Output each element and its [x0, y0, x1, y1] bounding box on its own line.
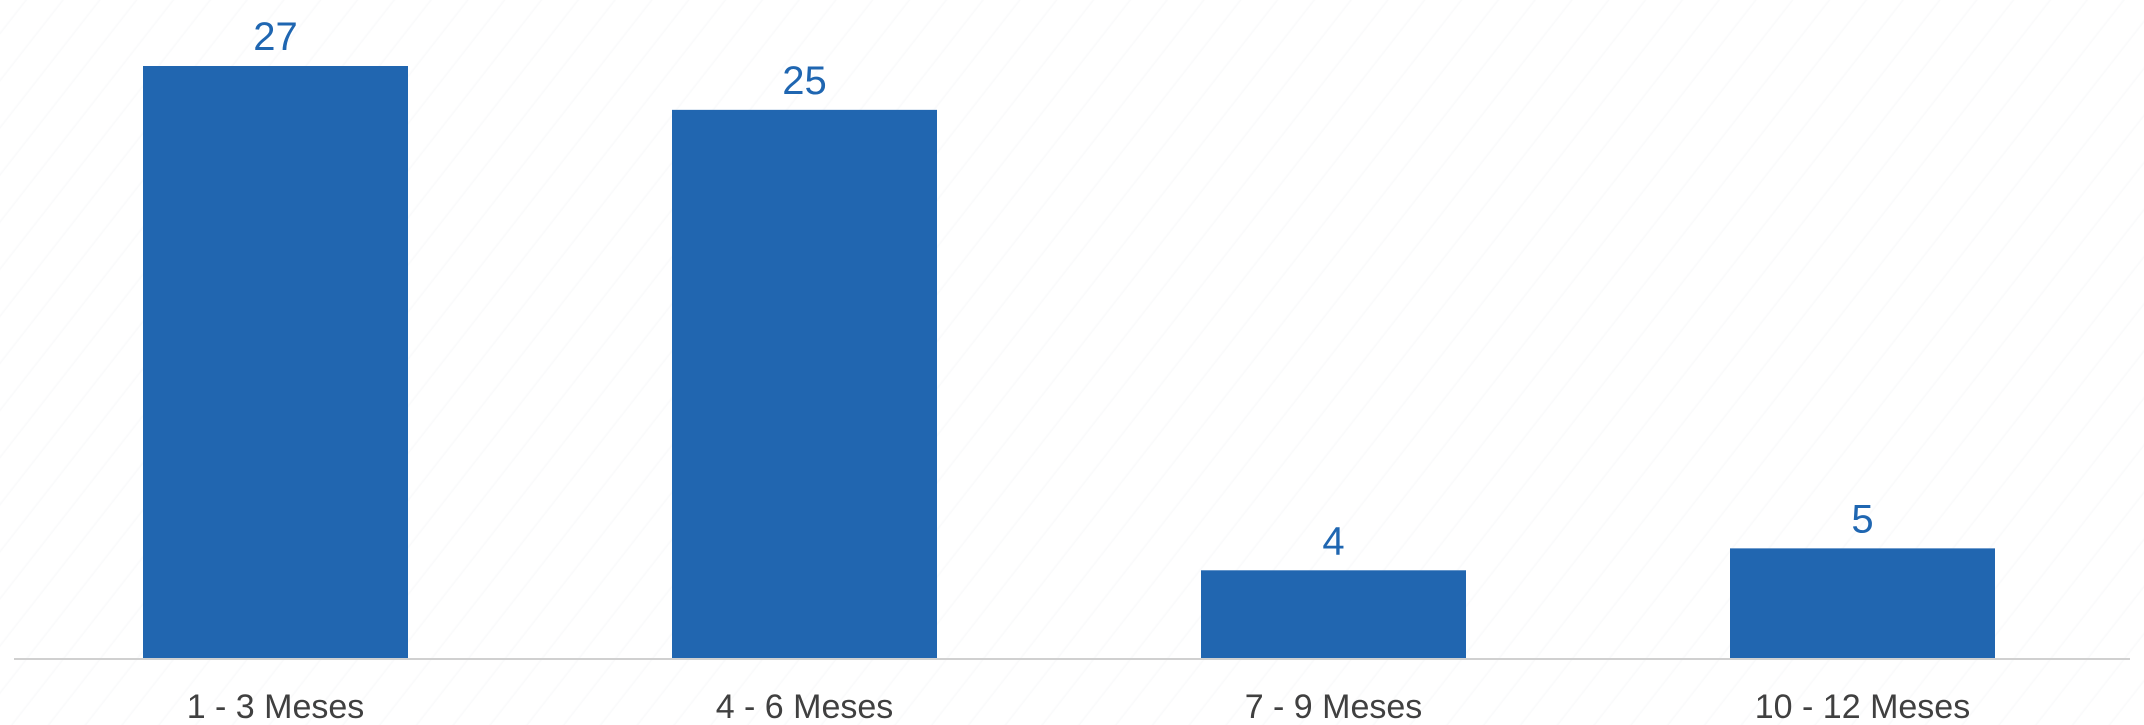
category-labels-group: 1 - 3 Meses 4 - 6 Meses 7 - 9 Meses 10 - 12…: [187, 688, 1971, 725]
bar-1: [143, 66, 408, 658]
data-label-3: 4: [1322, 519, 1344, 563]
category-label-4: 10 - 12 Meses: [1755, 688, 1970, 725]
bars-group: [143, 66, 1995, 658]
bar-2: [672, 109, 937, 658]
category-label-2: 4 - 6 Meses: [716, 688, 894, 725]
data-label-1: 27: [253, 15, 298, 59]
bar-4: [1730, 548, 1995, 658]
category-label-3: 7 - 9 Meses: [1245, 688, 1423, 725]
bar-3: [1201, 570, 1466, 658]
data-label-2: 25: [782, 59, 827, 103]
data-label-4: 5: [1851, 497, 1873, 541]
data-labels-group: 27 25 4 5: [253, 15, 1873, 563]
category-label-1: 1 - 3 Meses: [187, 688, 365, 725]
